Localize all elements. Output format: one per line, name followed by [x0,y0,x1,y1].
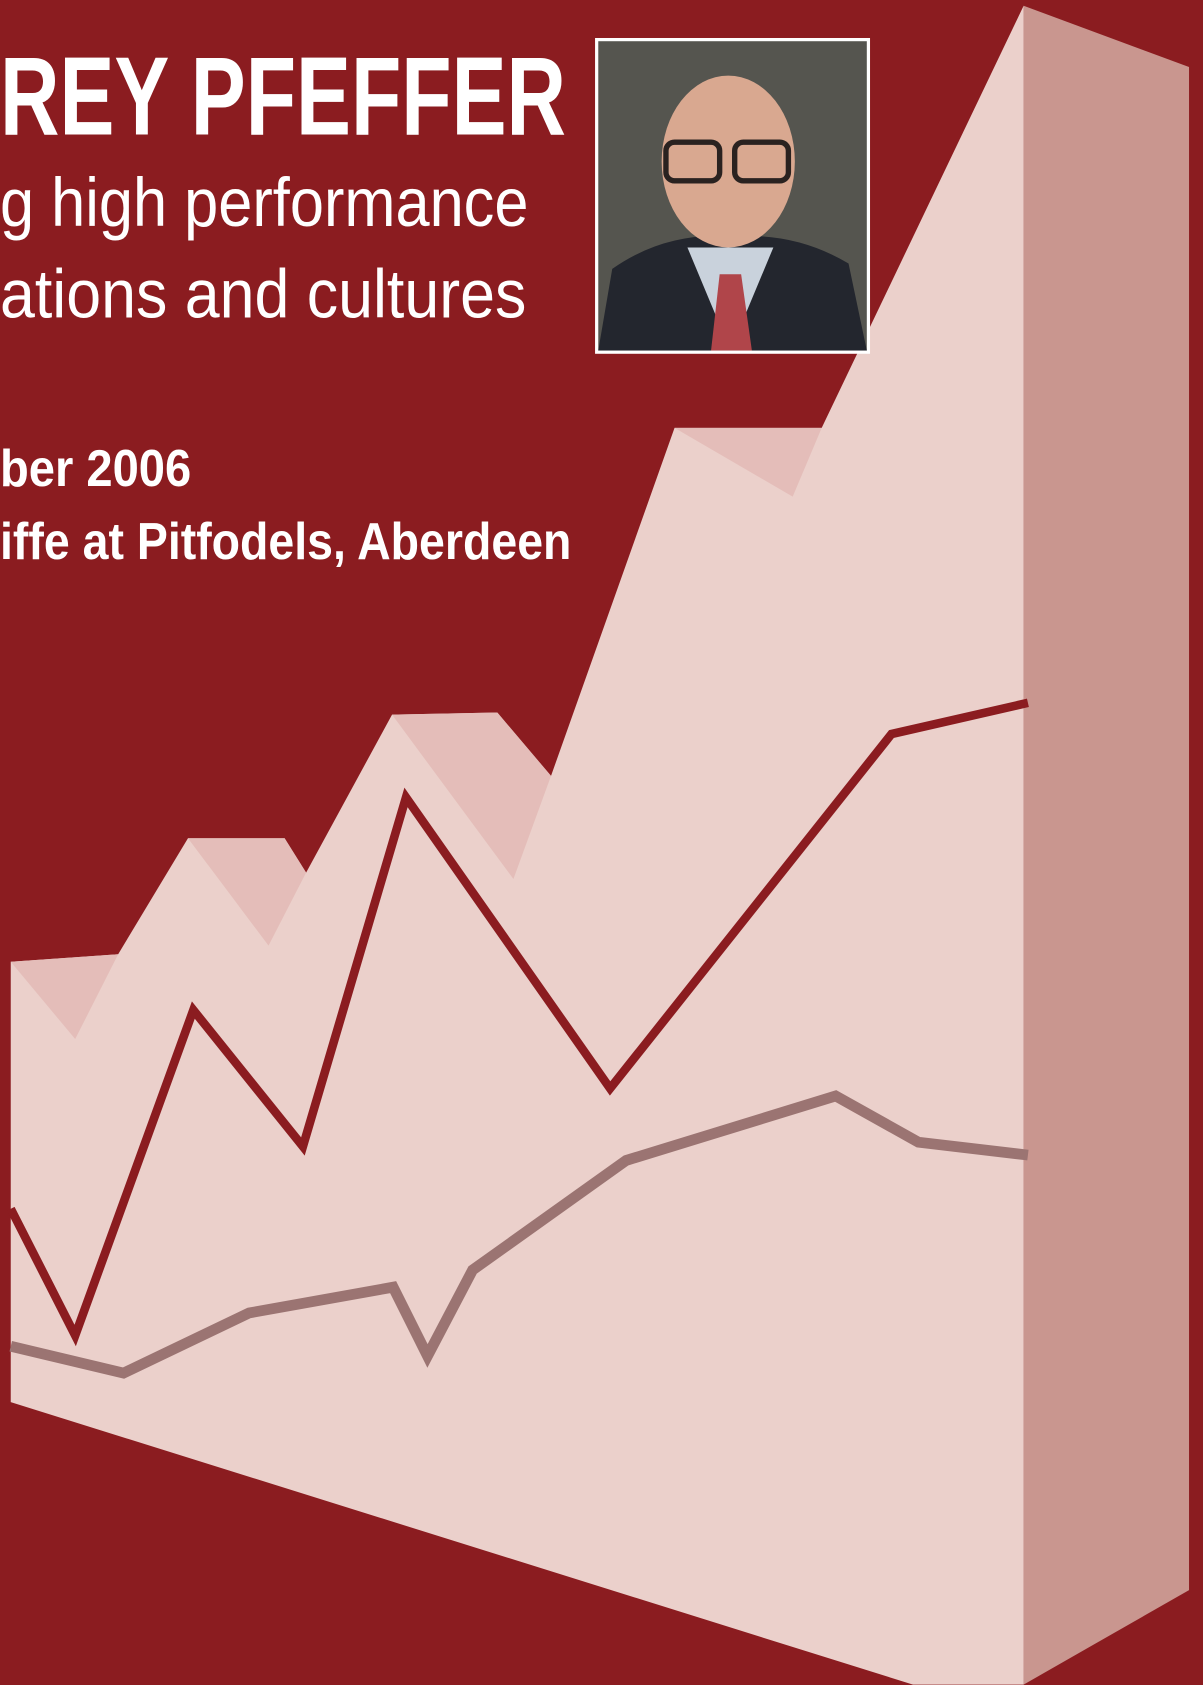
event-date: ber 2006 [0,439,191,497]
subtitle-line: g high performance [0,164,528,241]
page: REY PFEFFER g high performance ations an… [0,0,1203,1685]
subtitle-line: ations and cultures [0,255,526,332]
poster: REY PFEFFER g high performance ations an… [0,0,1203,1685]
speaker-name: REY PFEFFER [0,34,566,159]
portrait [595,38,870,354]
event-venue: iffe at Pitfodels, Aberdeen [0,512,571,570]
photo-face [662,76,795,248]
chart-side-face [1024,6,1189,1685]
